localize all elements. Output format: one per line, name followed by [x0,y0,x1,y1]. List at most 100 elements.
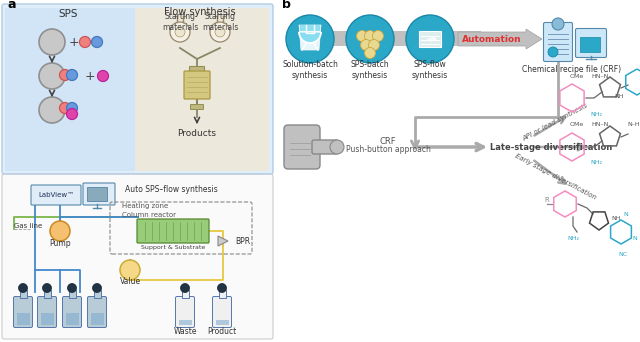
Circle shape [356,30,367,41]
Bar [65,313,79,325]
Circle shape [548,47,558,57]
Text: +: + [68,36,79,49]
FancyBboxPatch shape [212,297,232,328]
Polygon shape [299,25,321,50]
Text: OMe: OMe [570,74,584,79]
Text: Heating zone: Heating zone [122,203,168,209]
Bar [19,290,26,298]
Circle shape [79,37,90,48]
Text: NH₂: NH₂ [567,236,579,240]
Circle shape [93,284,102,292]
Bar [216,320,228,325]
Text: +: + [84,69,95,82]
FancyBboxPatch shape [184,71,210,99]
Text: NH: NH [614,93,623,98]
Text: Product: Product [207,328,237,337]
Bar [93,290,100,298]
FancyBboxPatch shape [83,183,115,205]
FancyBboxPatch shape [191,105,204,109]
Text: NC: NC [618,251,628,256]
Circle shape [120,260,140,280]
Text: b: b [282,0,291,11]
Text: Early stage diversification: Early stage diversification [515,153,598,201]
Text: N: N [632,236,637,240]
Circle shape [60,103,70,114]
FancyBboxPatch shape [31,185,81,205]
FancyBboxPatch shape [135,8,269,171]
Text: Flow synthesis: Flow synthesis [164,7,236,17]
Text: SPS-flow
synthesis: SPS-flow synthesis [412,60,448,80]
Circle shape [210,22,230,42]
Bar [580,37,600,52]
FancyBboxPatch shape [38,297,56,328]
Circle shape [180,284,189,292]
Circle shape [330,140,344,154]
Circle shape [39,97,65,123]
FancyBboxPatch shape [175,297,195,328]
Text: Pump: Pump [49,238,71,248]
Text: N–H: N–H [628,122,640,128]
Circle shape [92,37,102,48]
Circle shape [67,108,77,119]
Text: SPS: SPS [58,9,77,19]
Text: API or lead synthesis: API or lead synthesis [522,102,589,142]
Text: NH: NH [611,215,621,221]
Text: Starting
materials: Starting materials [162,12,198,32]
Circle shape [365,30,376,41]
Polygon shape [218,236,228,246]
FancyBboxPatch shape [296,31,481,46]
Text: Late-stage diversification: Late-stage diversification [490,143,612,152]
Circle shape [218,284,227,292]
Circle shape [19,284,28,292]
Circle shape [175,27,185,37]
Bar [40,313,54,325]
FancyBboxPatch shape [189,66,205,73]
Circle shape [360,39,371,51]
Text: N: N [623,211,628,216]
Bar [182,290,189,298]
Text: Starting
materials: Starting materials [202,12,238,32]
Circle shape [67,284,77,292]
Bar [179,320,191,325]
Bar [419,31,441,47]
Circle shape [39,63,65,89]
Circle shape [552,18,564,30]
FancyBboxPatch shape [312,140,338,154]
Text: a: a [7,0,15,11]
Polygon shape [300,25,320,31]
Circle shape [170,22,190,42]
Text: NH₂: NH₂ [590,160,602,166]
Text: BPR: BPR [235,237,250,246]
Text: LabView™: LabView™ [38,192,74,198]
Circle shape [346,15,394,63]
FancyBboxPatch shape [5,8,135,171]
FancyArrow shape [458,29,542,49]
Bar [90,313,104,325]
Bar [68,290,76,298]
Text: Support & Substrate: Support & Substrate [141,245,205,250]
Text: Push-button approach: Push-button approach [346,145,431,154]
Circle shape [365,48,376,58]
FancyBboxPatch shape [284,125,320,169]
FancyBboxPatch shape [63,297,81,328]
Text: Column reactor: Column reactor [122,212,176,218]
Bar [17,313,29,325]
Text: CRF: CRF [380,137,396,146]
Text: HN–N: HN–N [591,74,609,79]
Circle shape [39,29,65,55]
FancyBboxPatch shape [543,23,573,62]
Circle shape [42,284,51,292]
Text: Automation: Automation [462,35,522,43]
Text: Solution-batch
synthesis: Solution-batch synthesis [282,60,338,80]
Text: Value: Value [120,277,141,287]
FancyBboxPatch shape [13,297,33,328]
Circle shape [406,15,454,63]
Wedge shape [299,32,321,43]
Text: NH₂: NH₂ [590,111,602,117]
Text: OMe: OMe [570,122,584,128]
FancyBboxPatch shape [88,297,106,328]
Bar [218,290,225,298]
Text: Waste: Waste [173,328,196,337]
Circle shape [215,27,225,37]
Circle shape [67,103,77,114]
